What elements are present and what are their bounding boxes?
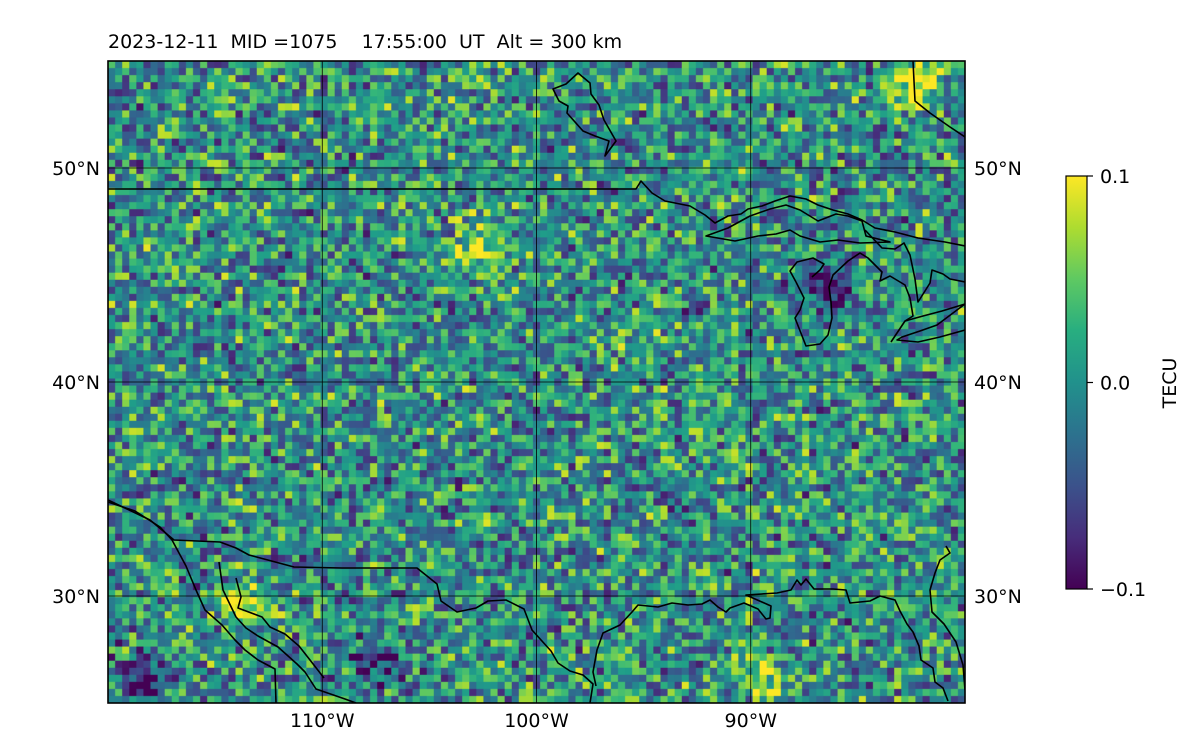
lake-huron-east	[864, 229, 965, 303]
lake-superior	[705, 204, 891, 244]
lake-winnipeg	[552, 72, 617, 157]
lake-erie-ontario	[896, 303, 965, 343]
colorbar-tick-label: −0.1	[1100, 579, 1146, 601]
colorbar-label: TECU	[1159, 358, 1181, 410]
latitude-tick-label: 40°N	[974, 372, 1022, 394]
latitude-tick-label: 40°N	[52, 372, 100, 394]
colorbar-gradient	[1065, 175, 1088, 590]
longitude-tick-labels: 110°W 100°W 90°W	[290, 710, 777, 732]
latitude-tick-label: 50°N	[52, 158, 100, 180]
lake-michigan-huron	[794, 252, 914, 347]
colorbar-tick-label: 0.1	[1100, 166, 1130, 188]
gulf-of-california-coast	[235, 577, 325, 679]
us-canada-border	[108, 180, 965, 247]
map-panel	[107, 60, 966, 704]
colorbar-ticks: 0.1 0.0 −0.1	[1087, 166, 1146, 601]
latitude-tick-label: 50°N	[974, 158, 1022, 180]
gulf-coast	[592, 578, 949, 702]
map-frame	[107, 60, 966, 704]
coastlines	[108, 61, 965, 703]
latitude-tick-label: 30°N	[52, 586, 100, 608]
pacific-coast-baja	[108, 501, 277, 703]
chart-title: 2023-12-11 MID =1075 17:55:00 UT Alt = 3…	[108, 31, 622, 53]
longitude-tick-label: 100°W	[504, 710, 569, 732]
latitude-tick-labels-right: 30°N 40°N 50°N	[974, 158, 1022, 608]
us-mexico-border	[108, 499, 594, 703]
graticule	[108, 61, 965, 703]
colorbar-tick-label: 0.0	[1100, 373, 1130, 395]
florida-atlantic-coast	[929, 545, 965, 691]
colorbar: 0.1 0.0 −0.1 TECU	[1065, 166, 1181, 601]
lake-michigan-west-shore	[789, 257, 825, 283]
longitude-tick-label: 90°W	[725, 710, 778, 732]
longitude-tick-label: 110°W	[290, 710, 355, 732]
hudson-bay-coast	[912, 61, 965, 138]
latitude-tick-labels-left: 30°N 40°N 50°N	[52, 158, 100, 608]
baja-peninsula-east-coast	[218, 561, 357, 703]
latitude-tick-label: 30°N	[974, 586, 1022, 608]
